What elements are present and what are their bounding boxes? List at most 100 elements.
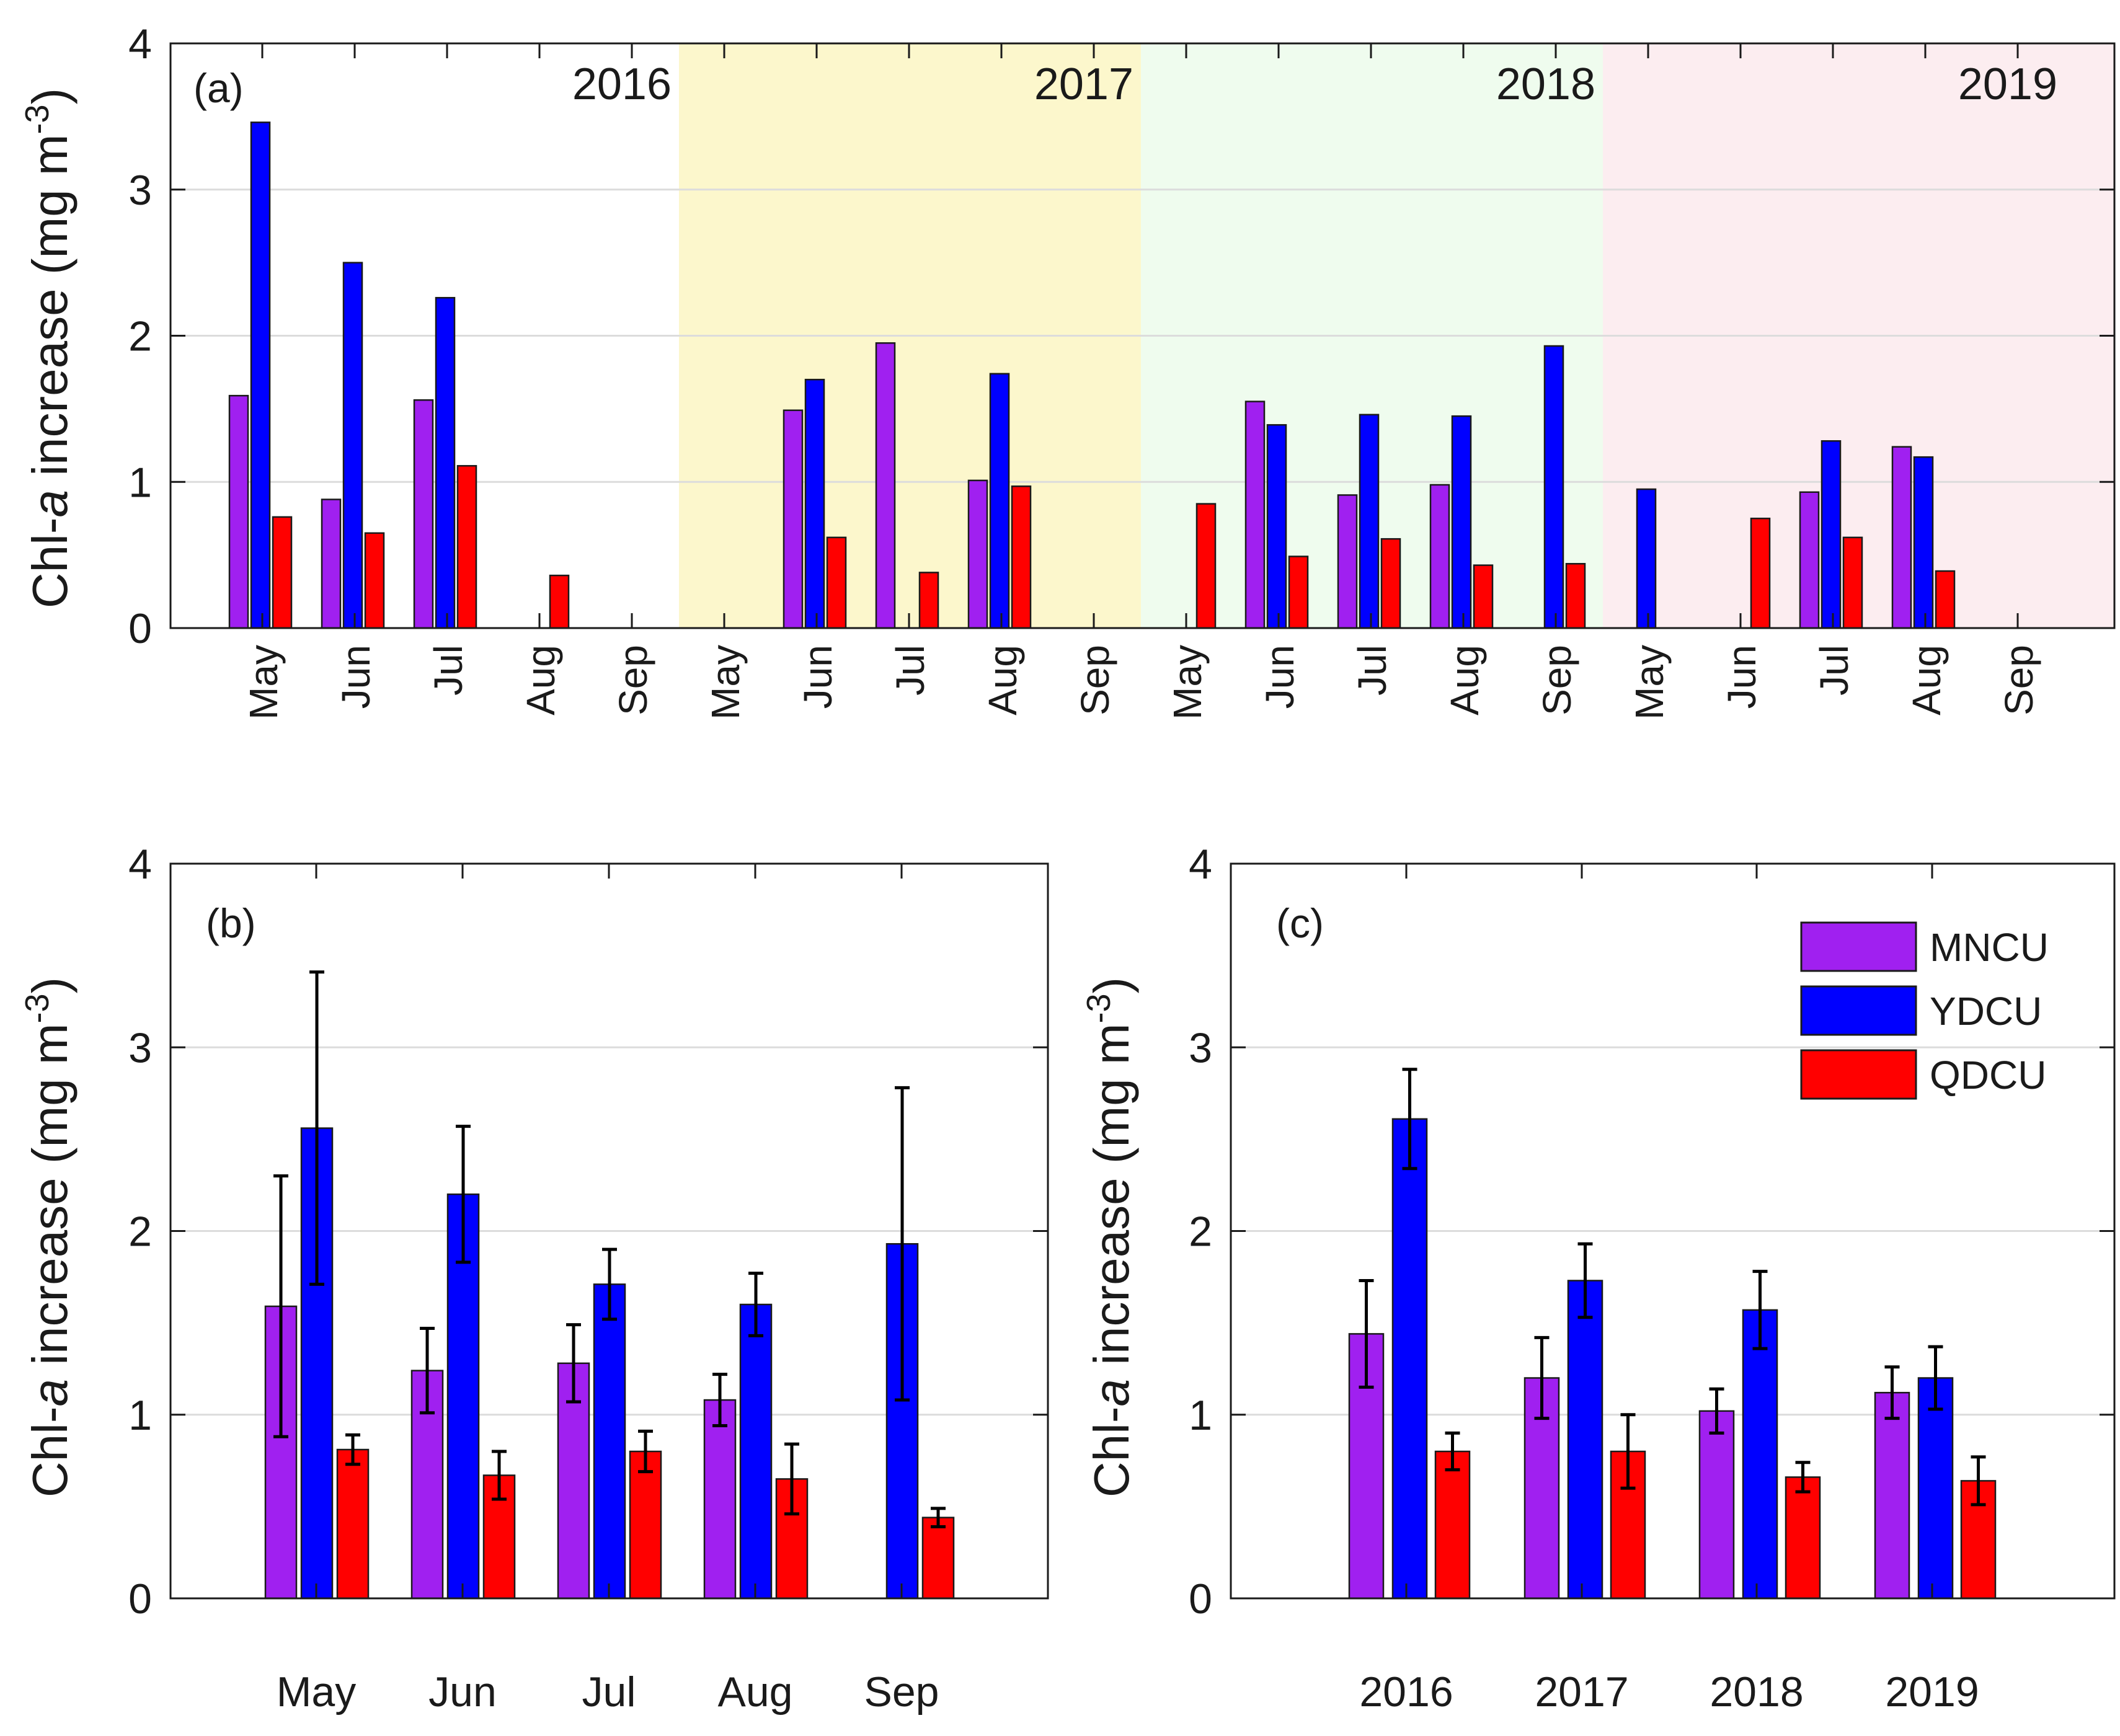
bar-mncu	[1698, 1410, 1735, 1600]
bar-ydcu	[1266, 424, 1287, 629]
bar-mncu	[783, 409, 804, 629]
y-axis-label-italic: a	[22, 1379, 78, 1407]
bar-ydcu	[1451, 415, 1472, 629]
x-tick-label: Jun	[428, 1668, 497, 1716]
x-tick-label: Jul	[1812, 645, 1856, 696]
y-axis-label-suffix: increase (mg m	[22, 134, 78, 489]
bar-qdcu	[1935, 570, 1956, 629]
y-axis-label-exp: -3	[1080, 993, 1117, 1023]
x-tick-label: Jun	[1719, 645, 1764, 709]
y-axis-label-suffix: increase (mg m	[1084, 1023, 1139, 1378]
y-tick-label: 1	[128, 1392, 152, 1439]
y-axis-label-italic: a	[22, 490, 78, 518]
y-tick-label: 0	[1189, 1575, 1212, 1623]
y-tick-label: 3	[1189, 1024, 1212, 1071]
bar-ydcu	[1567, 1280, 1603, 1600]
bar-qdcu	[336, 1448, 370, 1600]
y-axis-label: Chl-a increase (mg m-3)	[1080, 977, 1139, 1497]
bar-qdcu	[629, 1450, 662, 1600]
bar-ydcu	[435, 296, 456, 629]
bar-qdcu	[1473, 564, 1494, 629]
x-tick-label: Aug	[1442, 645, 1487, 715]
x-tick-label: May	[1627, 645, 1672, 720]
bar-qdcu	[272, 516, 293, 629]
panel-label: (a)	[193, 65, 244, 111]
y-axis-label-close: )	[22, 977, 78, 994]
bar-ydcu	[1391, 1118, 1428, 1600]
bar-ydcu	[342, 262, 363, 629]
x-tick-label: Sep	[1073, 645, 1117, 715]
bar-mncu	[1244, 401, 1266, 629]
bar-qdcu	[549, 574, 570, 629]
x-tick-label: Jul	[1350, 645, 1395, 696]
y-tick-label: 0	[128, 605, 152, 652]
bar-qdcu	[1011, 485, 1032, 629]
bar-qdcu	[1785, 1476, 1821, 1600]
y-axis-label-exp: -3	[19, 104, 56, 134]
x-tick-label: Sep	[1535, 645, 1579, 715]
y-tick-label: 3	[128, 1024, 152, 1071]
x-tick-label: 2019	[1885, 1668, 1979, 1716]
x-tick-label: Aug	[980, 645, 1025, 715]
bar-ydcu	[1636, 488, 1657, 629]
bar-qdcu	[1750, 517, 1771, 629]
bar-qdcu	[1434, 1450, 1471, 1600]
y-axis-label-prefix: Chl-	[22, 1406, 78, 1497]
bar-mncu	[1337, 494, 1358, 629]
y-axis-label-prefix: Chl-	[22, 517, 78, 608]
x-tick-label: Sep	[864, 1668, 939, 1716]
bar-ydcu	[1913, 456, 1934, 629]
y-tick-label: 4	[128, 20, 152, 68]
bar-mncu	[967, 479, 988, 629]
panel-label: (b)	[206, 900, 256, 946]
bar-ydcu	[1917, 1377, 1954, 1600]
legend-swatch-qdcu	[1800, 1049, 1917, 1100]
y-axis-label-close: )	[1084, 977, 1139, 994]
bar-qdcu	[456, 465, 477, 629]
y-tick-label: 0	[128, 1575, 152, 1623]
legend: MNCU YDCU QDCU	[1800, 921, 2049, 1100]
bar-qdcu	[364, 532, 385, 629]
y-axis-label: Chl-a increase (mg m-3)	[19, 977, 78, 1497]
bar-ydcu	[593, 1283, 626, 1600]
bar-qdcu	[1380, 538, 1401, 629]
x-tick-label: Aug	[1904, 645, 1949, 715]
x-tick-label: May	[241, 645, 286, 720]
y-tick-label: 1	[1189, 1392, 1212, 1439]
y-tick-label: 4	[128, 841, 152, 888]
x-tick-label: Jul	[426, 645, 471, 696]
x-tick-label: May	[703, 645, 748, 720]
y-tick-label: 4	[1189, 841, 1212, 888]
y-tick-label: 3	[128, 167, 152, 214]
bar-qdcu	[921, 1517, 955, 1600]
x-tick-label: Jun	[796, 645, 840, 709]
bar-mncu	[875, 342, 896, 629]
legend-label: QDCU	[1930, 1053, 2046, 1097]
bar-qdcu	[918, 572, 939, 629]
bar-ydcu	[1742, 1309, 1778, 1600]
y-axis-label-exp: -3	[19, 993, 56, 1023]
panel-c-chart: 2016 2017 2018 2019 0 1 2 3 4 (c) Chl-a increase (…	[1080, 841, 2116, 1716]
x-tick-label: May	[277, 1668, 356, 1716]
x-tick-label: 2018	[1710, 1668, 1803, 1716]
legend-label: YDCU	[1930, 989, 2042, 1034]
year-label: 2018	[1496, 60, 1595, 109]
y-axis-label: Chl-a increase (mg m-3)	[19, 88, 78, 608]
bar-mncu	[1874, 1391, 1910, 1600]
year-label: 2016	[572, 60, 672, 109]
year-label: 2017	[1034, 60, 1133, 109]
panel-label: (c)	[1276, 900, 1324, 946]
bar-mncu	[321, 498, 342, 629]
bar-ydcu	[1543, 345, 1564, 629]
x-tick-label: Aug	[718, 1668, 793, 1716]
x-tick-label: Jul	[582, 1668, 636, 1716]
x-tick-label: Jun	[334, 645, 378, 709]
bar-mncu	[228, 394, 249, 629]
bar-qdcu	[826, 536, 847, 629]
bar-ydcu	[989, 373, 1010, 629]
bar-mncu	[1799, 491, 1820, 629]
x-tick-label: Aug	[518, 645, 563, 715]
y-tick-label: 2	[128, 313, 152, 360]
bar-ydcu	[1359, 414, 1380, 629]
